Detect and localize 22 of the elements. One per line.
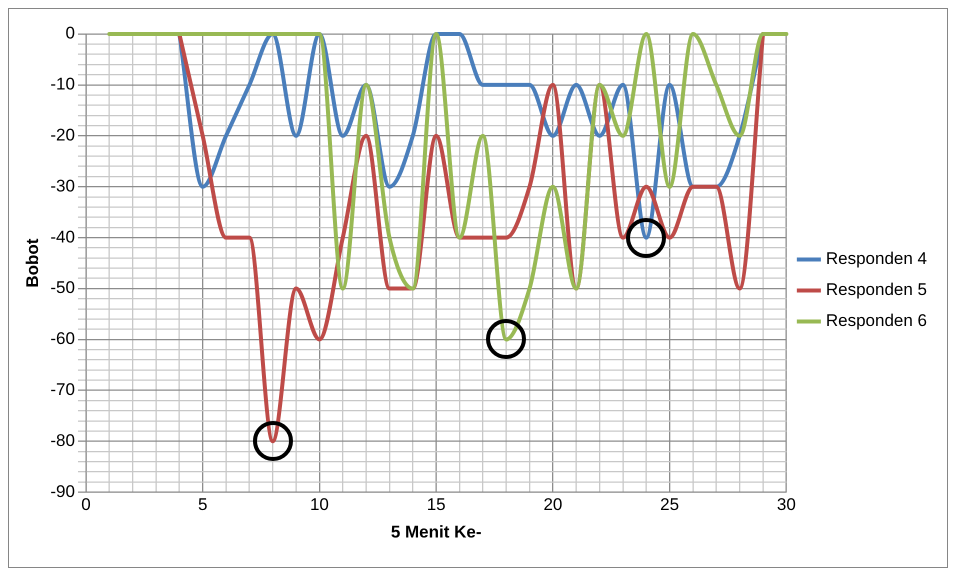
x-tick-label: 30 xyxy=(776,495,796,514)
legend-label: Responden 6 xyxy=(826,311,928,330)
y-tick-label: -20 xyxy=(50,126,75,145)
y-tick-label: -70 xyxy=(50,380,75,400)
x-tick-label: 25 xyxy=(660,495,680,514)
x-tick-label: 15 xyxy=(426,495,446,514)
y-tick-label: -40 xyxy=(50,227,75,246)
y-tick-label: -50 xyxy=(50,278,75,298)
legend-label: Responden 5 xyxy=(826,280,928,300)
y-tick-label: 0 xyxy=(66,24,75,43)
x-tick-label: 0 xyxy=(81,495,91,514)
y-tick-label: -10 xyxy=(50,74,75,94)
y-tick-label: -60 xyxy=(50,329,75,348)
y-tick-label: -30 xyxy=(50,176,75,196)
x-tick-label: 10 xyxy=(310,495,329,514)
x-axis-title: 5 Menit Ke- xyxy=(390,522,482,542)
y-tick-label: -90 xyxy=(50,482,75,501)
legend-label: Responden 4 xyxy=(826,249,928,268)
y-axis-title: Bobot xyxy=(22,238,42,288)
x-tick-label: 5 xyxy=(198,495,208,514)
x-tick-label: 20 xyxy=(543,495,562,514)
y-tick-label: -80 xyxy=(50,430,75,450)
